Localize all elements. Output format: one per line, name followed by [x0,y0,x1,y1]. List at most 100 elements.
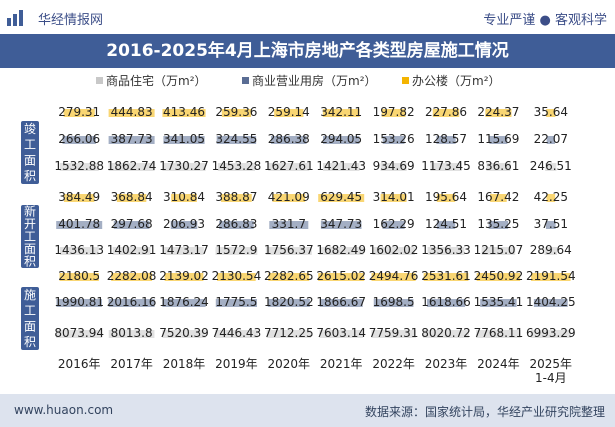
data-label: 227.86 [425,105,467,119]
data-label: 289.64 [530,243,572,257]
bar [432,109,460,117]
data-label: 413.46 [163,105,205,119]
bar [274,109,304,117]
bar [111,273,153,281]
bar [56,330,103,338]
data-label: 1473.17 [159,243,209,257]
website-url: www.huaon.com [14,403,114,417]
footer-bar [0,394,615,427]
bar [380,163,407,171]
data-label: 7768.11 [474,326,524,340]
panel-label-box [21,205,39,268]
bar [116,194,147,202]
data-label: 324.55 [215,132,257,146]
x-tick-label: 2023年 [425,357,468,371]
data-label: 2531.61 [421,269,471,283]
data-label: 2282.08 [107,269,157,283]
legend-label: 商品住宅（万m²） [106,73,207,88]
data-label: 7603.14 [316,326,366,340]
x-tick-label: 2025年 1-4月 [530,357,573,385]
bar [322,109,360,117]
bar [485,109,512,117]
bar [266,330,311,338]
legend-swatch [242,77,249,84]
data-label: 279.31 [58,105,100,119]
bar [427,247,465,255]
bar [488,221,509,229]
bar [217,163,256,171]
bar [113,221,150,229]
bar [533,299,568,307]
bar [268,273,310,281]
x-tick-label: 2018年 [163,357,206,371]
bar [164,273,204,281]
bar [265,247,312,255]
bar [63,194,95,202]
data-label: 153.26 [373,132,415,146]
bar [59,247,99,255]
top-header [0,0,615,34]
bar [56,221,103,229]
bar [489,136,508,144]
data-label: 342.11 [320,105,362,119]
bar [221,194,252,202]
data-label: 7759.31 [369,326,419,340]
bar [382,136,405,144]
data-label: 1436.13 [54,243,104,257]
bar [162,299,206,307]
data-label: 195.64 [425,190,467,204]
data-label: 197.82 [373,105,415,119]
data-label: 286.83 [215,217,257,231]
data-label: 1453.28 [212,159,262,173]
bar [59,273,99,281]
data-label: 286.38 [268,132,310,146]
panel-label: 施工面积 [24,288,36,349]
data-label: 8020.72 [421,326,471,340]
data-label: 2139.02 [159,269,209,283]
data-label: 629.45 [320,190,362,204]
title-bar [0,34,615,68]
data-label: 2615.02 [316,269,366,283]
bar [436,221,456,229]
bar [371,273,416,281]
bar [373,299,414,307]
data-label: 8013.8 [111,326,153,340]
bar [56,299,102,307]
data-label: 2130.54 [212,269,262,283]
data-label: 167.42 [477,190,519,204]
data-label: 836.61 [477,159,519,173]
panel-label-box [21,121,39,184]
bar [323,136,360,144]
bar [546,136,555,144]
data-label: 310.84 [163,190,205,204]
data-label: 421.09 [268,190,310,204]
bar [546,194,556,202]
bar [319,330,364,338]
bar [476,330,521,338]
x-tick-label: 2017年 [110,357,153,371]
source-note: 数据来源：国家统计局，华经产业研究院整理 [364,405,605,419]
data-label: 341.05 [163,132,205,146]
bar [62,136,96,144]
data-label: 1682.49 [316,243,366,257]
data-label: 1572.9 [215,243,257,257]
bar [319,299,363,307]
bar [544,247,558,255]
legend-swatch [96,77,103,84]
data-label: 1404.25 [526,295,576,309]
x-tick-label: 2022年 [372,357,415,371]
data-label: 1602.02 [369,243,419,257]
bar [476,273,521,281]
x-tick-label: 2019年 [215,357,258,371]
bar [59,163,99,171]
data-label: 1866.67 [316,295,366,309]
data-label: 135.25 [477,217,519,231]
x-tick-label: 2016年 [58,357,101,371]
data-label: 1730.27 [159,159,209,173]
data-label: 1532.88 [54,159,104,173]
data-label: 8073.94 [54,326,104,340]
chart-area: 商品住宅（万m²） 商业营业用房（万m²） 办公楼（万m²） 竣工面积新开工面积施工面… [21,73,576,385]
bar [162,163,206,171]
data-label: 331.7 [272,217,306,231]
bar [545,221,556,229]
